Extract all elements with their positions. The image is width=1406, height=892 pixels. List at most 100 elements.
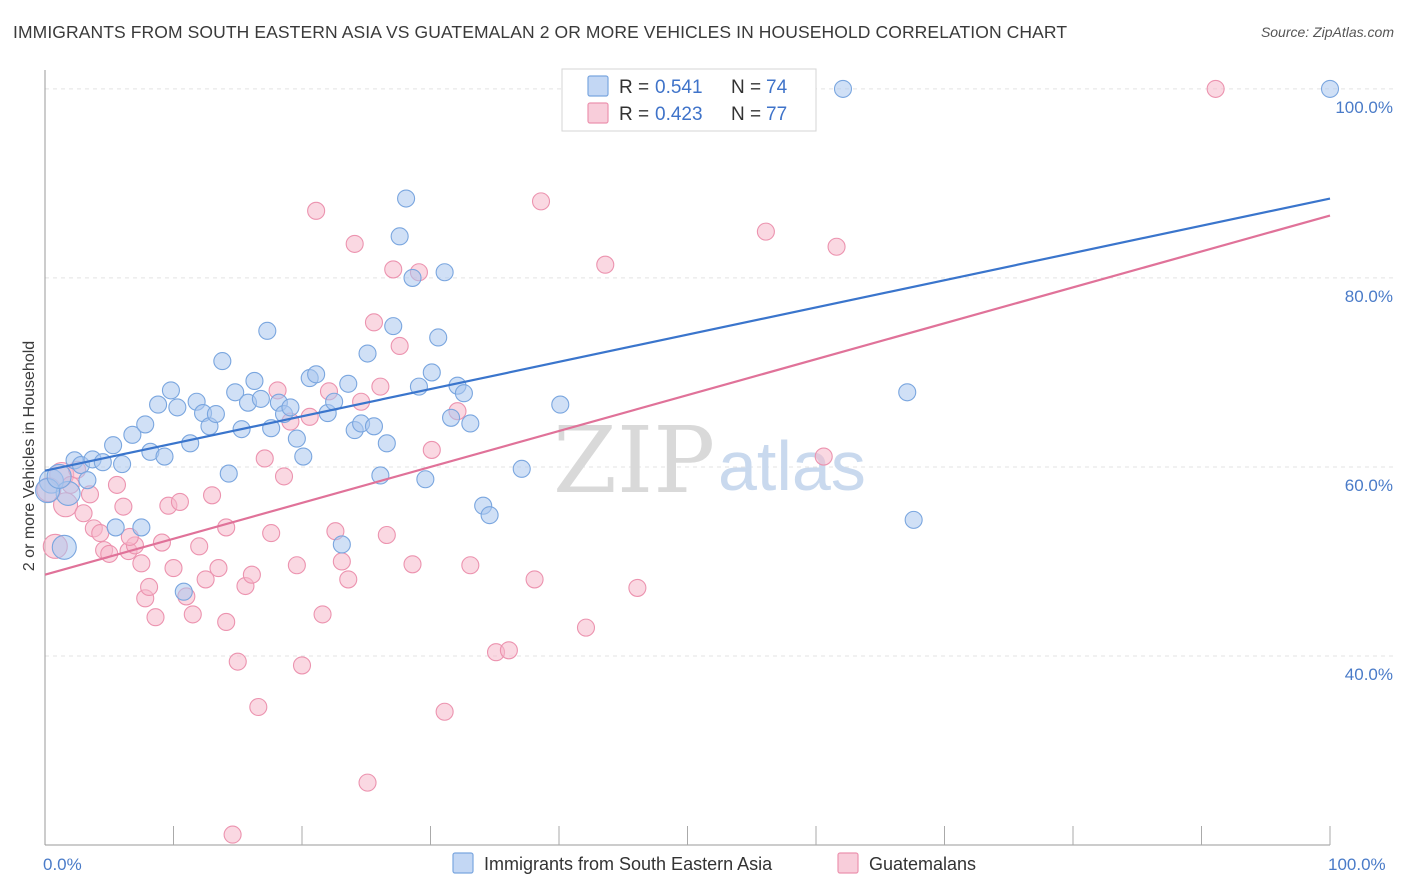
legend-swatch-guatemalans xyxy=(587,102,609,124)
sea-point xyxy=(435,263,454,282)
guatemalans-point xyxy=(422,440,441,459)
y-tick-label-40: 40.0% xyxy=(1345,665,1393,684)
guatemalans-point xyxy=(339,570,358,589)
sea-point xyxy=(307,365,326,384)
guatemalans-point xyxy=(756,222,775,241)
guatemalans-point xyxy=(217,612,236,632)
sea-point xyxy=(181,434,200,453)
sea-point xyxy=(149,395,168,414)
guatemalans-point xyxy=(345,234,364,253)
bottom-legend-swatch-guatemalans xyxy=(837,852,859,874)
sea-point xyxy=(174,582,193,601)
guatemalans-point xyxy=(114,497,133,516)
sea-point xyxy=(480,506,499,525)
guatemalans-point xyxy=(249,697,268,717)
guatemalans-point xyxy=(576,618,596,637)
sea-trend-line xyxy=(44,197,1331,472)
sea-point xyxy=(106,518,125,537)
guatemalans-point xyxy=(525,570,544,589)
legend-r-value-sea: 0.541 xyxy=(655,77,703,98)
guatemalans-point xyxy=(196,570,215,589)
guatemalans-point xyxy=(307,201,326,220)
source-credit: Source: ZipAtlas.com xyxy=(1260,24,1394,40)
guatemalans-point xyxy=(1206,79,1225,98)
y-tick-label-100: 100.0% xyxy=(1335,98,1393,117)
guatemalans-point xyxy=(292,656,312,675)
guatemalans-point xyxy=(164,559,183,578)
guatemalans-point xyxy=(228,652,247,671)
sea-point xyxy=(213,352,232,371)
sea-point xyxy=(245,371,264,390)
sea-point xyxy=(384,317,403,336)
sea-point xyxy=(155,447,174,466)
sea-point xyxy=(287,429,306,448)
sea-point xyxy=(833,79,853,98)
sea-point xyxy=(551,395,570,414)
sea-point xyxy=(161,381,180,400)
sea-point xyxy=(422,363,441,382)
guatemalans-point xyxy=(183,605,202,624)
watermark-zip: ZIP xyxy=(553,407,715,514)
y-tick-labels: 40.0% 60.0% 80.0% 100.0% xyxy=(1335,98,1393,684)
guatemalans-point xyxy=(74,504,93,523)
sea-point xyxy=(403,268,422,287)
guatemalans-point xyxy=(435,702,454,721)
sea-point xyxy=(104,436,123,455)
gridlines xyxy=(45,88,1393,657)
sea-point xyxy=(206,404,225,424)
guatemalans-point xyxy=(827,237,846,256)
sea-point xyxy=(442,408,461,427)
guatemalans-point xyxy=(146,608,165,627)
guatemalans-point xyxy=(332,552,351,571)
sea-point xyxy=(168,398,187,417)
guatemalans-point xyxy=(628,578,647,597)
x-tick-label-min: 0.0% xyxy=(43,855,82,874)
sea-point xyxy=(78,471,97,490)
sea-point xyxy=(123,425,142,444)
sea-point xyxy=(113,455,132,474)
sea-point xyxy=(397,189,416,208)
bottom-legend-swatch-sea xyxy=(452,852,474,874)
guatemalans-point xyxy=(461,556,480,575)
guatemalans-point xyxy=(255,449,274,468)
guatemalans-point xyxy=(107,475,127,494)
sea-point xyxy=(281,398,300,417)
guatemalans-point xyxy=(100,544,119,563)
sea-point xyxy=(904,510,923,529)
sea-point xyxy=(461,414,480,433)
sea-point xyxy=(358,344,377,363)
bottom-legend-label-guatemalans: Guatemalans xyxy=(869,854,976,874)
bottom-legend-label-sea: Immigrants from South Eastern Asia xyxy=(484,854,773,874)
sea-point xyxy=(512,459,531,478)
guatemalans-point xyxy=(287,556,306,575)
guatemalans-point xyxy=(140,577,159,597)
legend-r-label-guatemalans: R = xyxy=(619,104,649,125)
guatemalans-point xyxy=(132,554,151,573)
trend-lines xyxy=(44,197,1331,576)
guatemalans-point xyxy=(358,773,377,792)
legend-r-value-guatemalans: 0.423 xyxy=(655,104,703,125)
sea-point xyxy=(454,384,473,403)
legend-box: R = 0.541 N = 74 R = 0.423 N = 77 xyxy=(561,68,817,132)
sea-point xyxy=(219,464,238,483)
guatemalans-point xyxy=(274,467,294,486)
guatemalans-point xyxy=(190,537,209,556)
sea-point xyxy=(339,374,358,393)
sea-point xyxy=(46,463,72,489)
sea-point xyxy=(1320,79,1340,98)
sea-point xyxy=(416,470,435,489)
guatemalans-trend-line xyxy=(44,214,1331,576)
guatemalans-point xyxy=(223,825,242,844)
y-tick-label-60: 60.0% xyxy=(1345,476,1393,495)
guatemalans-point xyxy=(384,260,403,279)
x-tick-label-max: 100.0% xyxy=(1328,855,1386,874)
sea-point xyxy=(251,389,270,408)
guatemalans-point xyxy=(364,313,384,332)
bottom-legend: Immigrants from South Eastern Asia Guate… xyxy=(452,852,976,874)
guatemalans-point xyxy=(170,492,189,511)
legend-n-label-sea: N = xyxy=(731,77,761,98)
guatemalans-point xyxy=(377,525,396,545)
legend-n-value-sea: 74 xyxy=(766,77,788,98)
guatemalans-point xyxy=(403,555,422,574)
